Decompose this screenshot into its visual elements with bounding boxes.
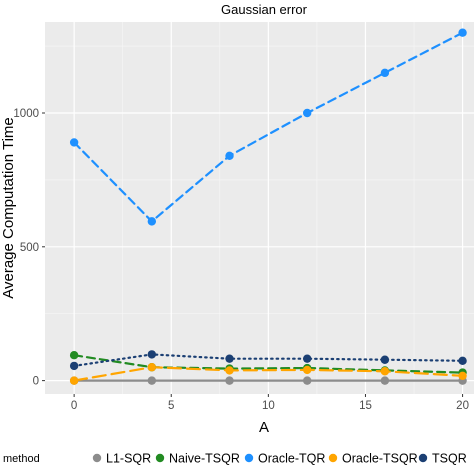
data-point-oracle-tqr — [458, 28, 467, 37]
legend-title: method — [3, 453, 40, 465]
data-point-oracle-tqr — [380, 68, 390, 78]
x-tick-label: 5 — [168, 400, 174, 412]
legend-key-oracle-tqr — [244, 453, 254, 463]
legend-label-l1-sqr: L1-SQR — [106, 452, 151, 465]
data-point-oracle-tsqr — [69, 376, 79, 385]
x-tick-label: 20 — [456, 400, 469, 412]
legend-key-oracle-tsqr — [328, 453, 338, 463]
legend-key-l1-sqr — [92, 453, 102, 463]
axes: 0 5 10 15 20 0 500 1000 — [13, 108, 469, 412]
data-point-oracle-tsqr — [147, 363, 157, 372]
series-line-oracle-tsqr — [72, 366, 464, 382]
data-point-oracle-tsqr — [225, 366, 234, 375]
y-tick-label: 500 — [20, 242, 39, 254]
data-point-oracle-tqr — [69, 138, 79, 147]
data-point-oracle-tqr — [147, 217, 157, 226]
legend-key-tsqr — [418, 453, 428, 463]
data-point-oracle-tqr — [225, 151, 234, 161]
data-point-tsqr — [225, 354, 234, 363]
data-point-tsqr — [303, 354, 312, 363]
data-point-oracle-tsqr — [380, 367, 390, 376]
legend: method L1-SQR Naive-TSQR Oracle-TQR Oracle-T… — [3, 452, 467, 465]
data-point-tsqr — [147, 350, 157, 359]
data-point-oracle-tsqr — [303, 365, 312, 375]
data-point-l1-sqr — [225, 376, 234, 385]
y-tick-label: 0 — [33, 376, 39, 388]
data-point-tsqr — [380, 355, 390, 364]
x-tick-label: 15 — [359, 400, 372, 412]
legend-key-naive-tsqr — [155, 453, 165, 463]
y-axis-title: Average Computation Time — [0, 117, 17, 299]
plot-panel — [45, 22, 474, 394]
series-layer — [69, 28, 467, 385]
data-point-oracle-tqr — [303, 108, 312, 118]
series-line-naive-tsqr — [72, 354, 464, 374]
series-line-tsqr — [72, 353, 464, 367]
data-point-l1-sqr — [380, 376, 390, 385]
x-tick-label: 10 — [262, 400, 275, 412]
data-point-l1-sqr — [303, 376, 312, 385]
legend-label-oracle-tsqr: Oracle-TSQR — [342, 452, 418, 465]
x-axis-title: A — [259, 419, 269, 436]
data-point-oracle-tsqr — [458, 371, 467, 381]
y-tick-label: 1000 — [13, 108, 39, 120]
legend-label-naive-tsqr: Naive-TSQR — [169, 452, 240, 465]
x-tick-label: 0 — [71, 400, 77, 412]
chart-title: Gaussian error — [221, 2, 308, 17]
data-point-tsqr — [69, 361, 79, 371]
data-point-l1-sqr — [147, 376, 157, 385]
legend-label-oracle-tqr: Oracle-TQR — [258, 452, 325, 465]
legend-label-tsqr: TSQR — [432, 452, 467, 465]
series-line-oracle-tqr — [72, 31, 464, 223]
data-point-naive-tsqr — [69, 350, 79, 360]
data-point-tsqr — [458, 356, 467, 366]
